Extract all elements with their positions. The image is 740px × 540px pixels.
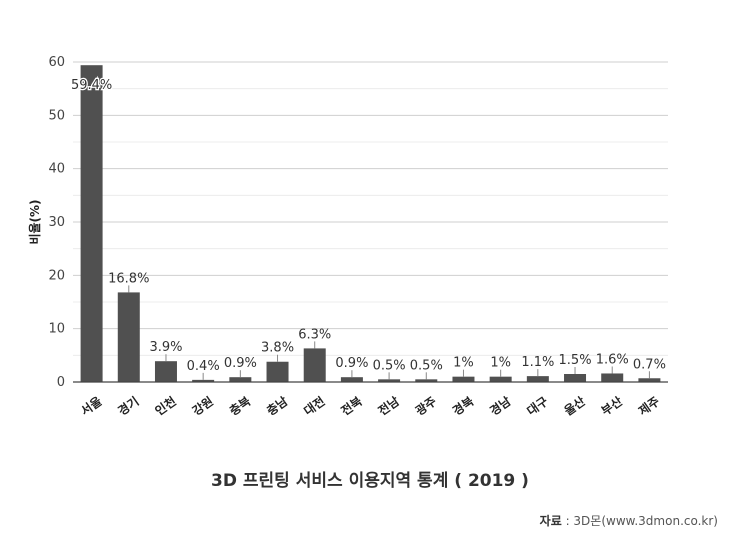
x-tick-label: 강원: [190, 394, 216, 418]
bar: [303, 348, 326, 382]
data-label: 0.7%: [633, 357, 666, 372]
x-tick-label: 제주: [636, 394, 662, 418]
data-label: 3.9%: [149, 340, 182, 355]
source-label: 자료: [539, 514, 562, 528]
data-label: 1.5%: [559, 353, 592, 368]
y-tick-label: 20: [48, 268, 65, 283]
source-separator: :: [561, 514, 574, 528]
bar: [638, 378, 661, 382]
bar-chart: 0 10 20 30 40 50 60 비율(%) 59.4% 서울 16.8% 경기 3.9% 인천 0.…: [27, 55, 668, 418]
bar: [266, 361, 289, 382]
y-tick-label: 40: [48, 162, 65, 177]
source-note: 자료 : 3D몬(www.3dmon.co.kr): [540, 512, 718, 529]
data-label: 0.5%: [373, 358, 406, 373]
bar: [378, 379, 401, 382]
x-tick-label: 서울: [78, 393, 105, 418]
data-label: 3.8%: [261, 341, 294, 356]
data-label: 16.8%: [108, 271, 149, 286]
x-tick-label: 울산: [561, 393, 588, 418]
x-tick-label: 경기: [115, 393, 142, 418]
bar: [564, 374, 587, 382]
chart-svg: 0 10 20 30 40 50 60 비율(%) 59.4% 서울 16.8% 경기 3.9% 인천 0.…: [27, 55, 668, 418]
chart-title: 3D 프린팅 서비스 이용지역 통계 ( 2019 ): [211, 471, 529, 491]
x-tick-label: 대구: [524, 394, 550, 418]
bar: [117, 292, 140, 382]
bar: [192, 379, 215, 382]
x-tick-label: 광주: [412, 393, 439, 418]
y-tick-label: 0: [57, 375, 65, 390]
bar: [415, 379, 438, 382]
data-label: 1%: [453, 356, 474, 371]
bar: [229, 377, 252, 382]
x-tick-label: 부산: [598, 393, 625, 418]
x-tick-label: 전남: [375, 393, 402, 418]
data-label: 0.4%: [187, 359, 220, 374]
y-tick-label: 60: [48, 55, 65, 70]
bar: [526, 376, 549, 382]
x-tick-label: 경남: [487, 393, 514, 418]
y-tick-label: 30: [48, 215, 65, 230]
data-label: 1.1%: [521, 355, 554, 370]
bar: [80, 65, 103, 382]
bar: [601, 373, 624, 382]
y-axis-label: 비율(%): [27, 199, 42, 244]
bar: [340, 377, 363, 382]
x-tick-label: 충남: [264, 393, 291, 418]
data-label: 0.9%: [224, 356, 257, 371]
y-tick-label: 10: [48, 322, 65, 337]
bar: [154, 361, 177, 382]
data-label: 1.6%: [596, 352, 629, 367]
x-tick-label: 경북: [450, 394, 476, 418]
x-tick-label: 전북: [338, 393, 365, 418]
data-label: 6.3%: [298, 327, 331, 342]
source-text: 3D몬(www.3dmon.co.kr): [573, 514, 718, 528]
x-tick-label: 대전: [301, 393, 328, 418]
data-label: 0.9%: [335, 356, 368, 371]
bar: [452, 376, 475, 382]
data-label: 59.4%: [71, 78, 112, 93]
data-label: 0.5%: [410, 358, 443, 373]
x-tick-label: 충북: [226, 393, 253, 418]
bar: [489, 376, 512, 382]
data-label: 1%: [490, 356, 511, 371]
y-tick-label: 50: [48, 108, 65, 123]
x-tick-label: 인천: [152, 393, 179, 418]
